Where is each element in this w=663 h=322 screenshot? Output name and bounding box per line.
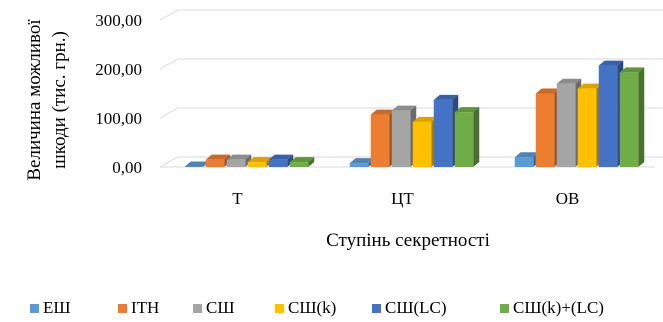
bar: [349, 158, 375, 167]
legend-label: ЕШ: [43, 298, 71, 317]
bar: [289, 157, 315, 167]
bars: [184, 60, 645, 168]
legend-swatch: [500, 304, 509, 313]
bar: [535, 88, 561, 167]
x-axis-title: Ступінь секретності: [326, 230, 490, 251]
x-tick-label: ЦТ: [391, 189, 414, 208]
legend-swatch: [193, 304, 202, 313]
legend-swatch: [118, 304, 127, 313]
bar: [514, 152, 540, 167]
y-tick-label: 0,00: [112, 158, 142, 177]
y-axis-title: Величина можливої шкоди (тис. грн.): [24, 19, 70, 181]
bar: [619, 67, 645, 167]
bar: [556, 78, 582, 167]
bar: [184, 161, 210, 168]
legend-label: СШ(k)+(LC): [513, 298, 604, 317]
bar: [268, 154, 294, 167]
x-tick-label: Т: [232, 189, 243, 208]
bar: [412, 116, 438, 167]
x-tick-label: ОВ: [556, 189, 580, 208]
legend-label: СШ: [206, 298, 235, 317]
bar: [370, 109, 396, 167]
legend-item: ЕШ: [30, 298, 71, 317]
gridline: [159, 156, 663, 168]
bar: [247, 157, 273, 167]
legend-label: СШ(LC): [385, 298, 447, 317]
bar: [391, 105, 417, 167]
legend-item: СШ(LC): [372, 298, 447, 317]
legend-item: СШ(k): [275, 298, 336, 317]
legend-item: СШ: [193, 298, 235, 317]
gridline: [159, 58, 663, 70]
y-tick-label: 100,00: [95, 109, 142, 128]
legend-swatch: [30, 304, 39, 313]
gridline: [159, 107, 663, 119]
legend-item: ІТН: [118, 298, 159, 317]
bar: [577, 83, 603, 167]
legend-swatch: [372, 304, 381, 313]
y-tick-label: 200,00: [95, 60, 142, 79]
y-axis-title-line: шкоди (тис. грн.): [49, 31, 70, 169]
y-tick-labels: 0,00 100,00 200,00 300,00: [95, 11, 142, 177]
gridline: [159, 9, 663, 21]
x-tick-labels: Т ЦТ ОВ: [232, 189, 579, 208]
legend: ЕШ ІТН СШ СШ(k) СШ(LC) СШ(k)+(LC): [30, 298, 604, 317]
bar: [598, 60, 624, 167]
bar: [433, 94, 459, 167]
legend-label: ІТН: [131, 298, 159, 317]
bar: [454, 107, 480, 167]
y-axis-title-line: Величина можливої: [24, 19, 45, 181]
legend-swatch: [275, 304, 284, 313]
legend-item: СШ(k)+(LC): [500, 298, 604, 317]
legend-label: СШ(k): [288, 298, 336, 317]
bar: [226, 154, 252, 167]
y-tick-label: 300,00: [95, 11, 142, 30]
